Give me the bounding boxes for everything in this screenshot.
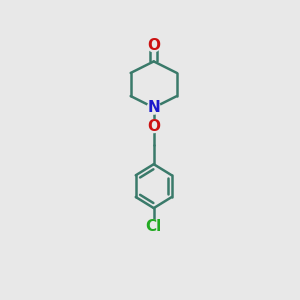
Circle shape bbox=[147, 220, 160, 233]
Text: O: O bbox=[147, 38, 160, 53]
Text: N: N bbox=[147, 100, 160, 115]
Text: O: O bbox=[147, 118, 160, 134]
Text: Cl: Cl bbox=[146, 219, 162, 234]
Circle shape bbox=[147, 39, 160, 52]
Circle shape bbox=[147, 120, 160, 133]
Circle shape bbox=[147, 101, 160, 114]
